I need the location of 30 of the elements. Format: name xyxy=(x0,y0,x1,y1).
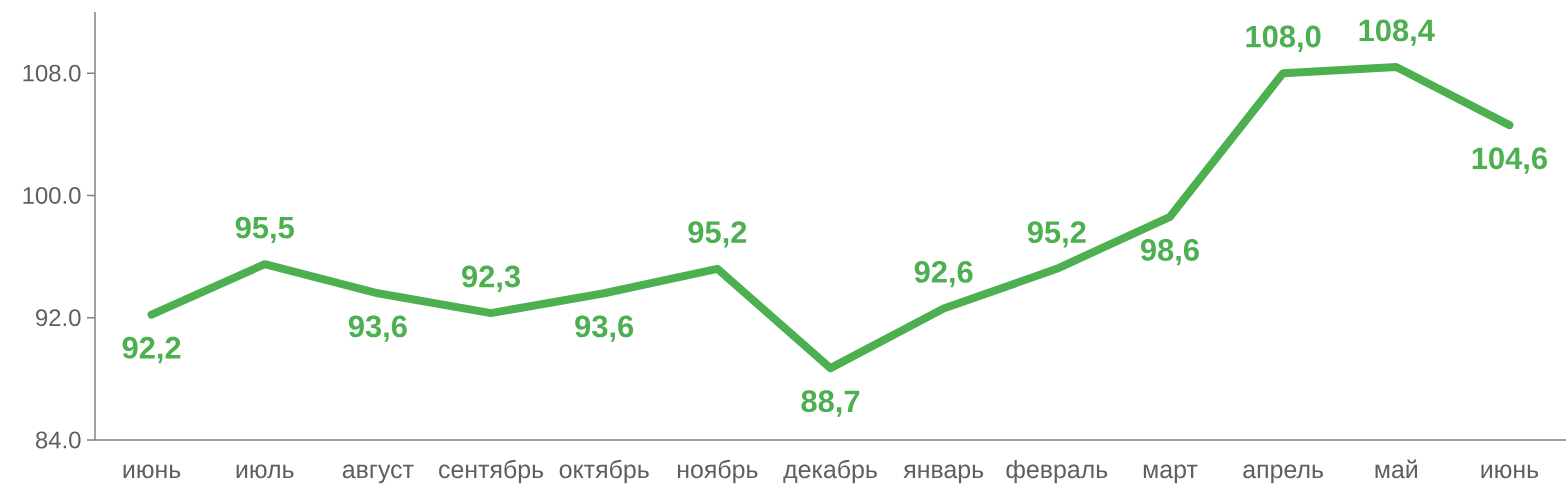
x-tick-label: ноябрь xyxy=(677,459,758,484)
data-label: 95,5 xyxy=(235,216,294,244)
y-tick-label: 100.0 xyxy=(23,186,81,204)
data-label: 104,6 xyxy=(1472,147,1547,174)
x-tick-label: январь xyxy=(903,464,984,484)
data-label: 92,2 xyxy=(122,336,181,364)
data-label: 95,2 xyxy=(688,221,747,248)
y-tick-label: 108.0 xyxy=(23,64,81,82)
y-tick-label: 84.0 xyxy=(35,431,81,449)
x-tick-label: апрель xyxy=(1243,464,1323,484)
x-tick-label: июнь xyxy=(123,464,181,479)
x-tick-label: декабрь xyxy=(783,459,877,484)
data-label: 93,6 xyxy=(348,315,407,342)
data-label: 92,3 xyxy=(462,265,520,292)
x-tick-label: июль xyxy=(236,464,294,479)
data-label: 98,6 xyxy=(1140,239,1199,266)
x-tick-label: июнь xyxy=(1481,464,1539,479)
data-label: 92,6 xyxy=(914,261,973,288)
x-tick-label: август xyxy=(342,464,414,484)
x-tick-label: май xyxy=(1375,459,1417,479)
x-tick-label: март xyxy=(1143,464,1198,484)
x-tick-label: октябрь xyxy=(559,459,649,484)
data-label: 108,4 xyxy=(1359,19,1435,46)
x-tick-label: февраль xyxy=(1006,459,1108,484)
y-tick-label: 92.0 xyxy=(36,309,81,327)
data-label: 88,7 xyxy=(801,390,860,417)
data-label: 108,0 xyxy=(1246,25,1321,52)
data-label: 95,2 xyxy=(1027,221,1086,248)
x-tick-label: сентябрь xyxy=(439,459,544,484)
data-label: 93,6 xyxy=(575,315,634,342)
